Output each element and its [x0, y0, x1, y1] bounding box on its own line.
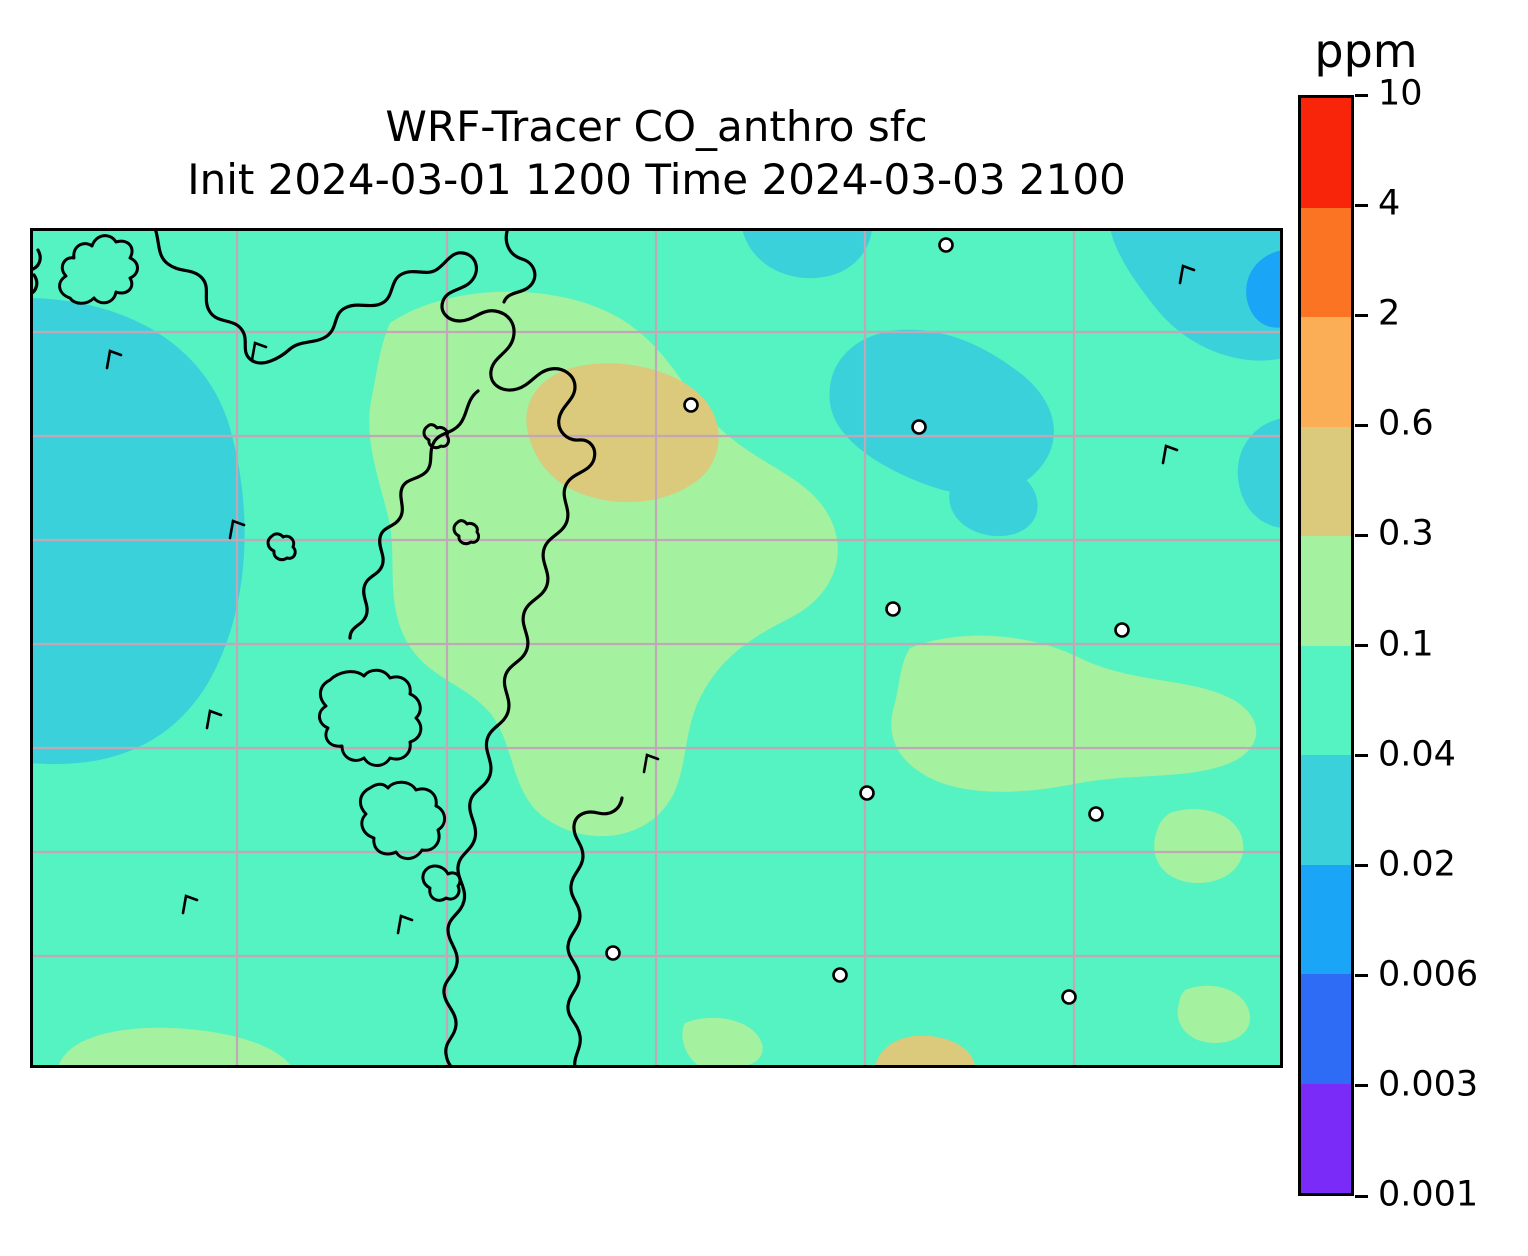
wind-barb-icon: [250, 341, 268, 362]
island-coastline: [318, 668, 423, 767]
contour-patch-upper-right-002-004: [829, 329, 1054, 495]
colorbar-tick: [1355, 423, 1368, 427]
contour-patch-center-01-03: [369, 291, 838, 837]
wind-barb-icon: [396, 914, 414, 935]
colorbar-units-label: ppm: [1314, 24, 1418, 78]
colorbar-tick-label: 0.04: [1378, 733, 1456, 774]
contour-patch-right-01-03: [1154, 809, 1244, 883]
wind-barb-icon: [1161, 444, 1179, 465]
island-coastline: [266, 532, 297, 562]
colorbar-tick: [1355, 644, 1368, 647]
wind-barb-icon: [181, 894, 199, 915]
map-panel: [30, 228, 1283, 1068]
station-marker: [938, 237, 954, 253]
island-coastline: [452, 519, 481, 546]
colorbar-tick: [1355, 203, 1368, 207]
plot-title-line1: WRF-Tracer CO_anthro sfc: [385, 102, 928, 151]
colorbar-tick: [1355, 1194, 1368, 1198]
station-marker: [859, 785, 875, 801]
island-coastline: [58, 234, 139, 305]
colorbar-tick-label: 0.6: [1378, 403, 1434, 444]
plot-title: WRF-Tracer CO_anthro sfc Init 2024-03-01…: [30, 100, 1283, 206]
colorbar-tick-label: 4: [1378, 183, 1401, 224]
contour-patch-plume-core-03-06: [526, 363, 719, 503]
colorbar-band-8: [1301, 974, 1351, 1084]
colorbar-tick-label: 0.3: [1378, 513, 1434, 554]
island-coastline: [422, 423, 451, 450]
colorbar: [1298, 95, 1354, 1196]
colorbar-band-5: [1301, 645, 1351, 755]
colorbar-band-4: [1301, 536, 1351, 646]
colorbar-tick: [1355, 313, 1368, 317]
colorbar-tick: [1355, 754, 1368, 758]
wind-barb-icon: [105, 349, 123, 370]
colorbar-band-1: [1301, 207, 1351, 317]
contour-patch-bottom-right-01-03: [1177, 985, 1251, 1043]
contour-patch-corner-spot-0006-002: [1246, 250, 1283, 328]
coastline: [348, 389, 480, 640]
colorbar-band-0: [1301, 98, 1351, 208]
colorbar-band-2: [1301, 317, 1351, 427]
wind-barb-icon: [228, 519, 246, 540]
station-marker: [911, 419, 927, 435]
wind-barb-icon: [205, 709, 223, 730]
colorbar-tick-label: 0.006: [1378, 954, 1479, 995]
contour-patch-upper-right-lobe-002-004: [949, 464, 1038, 537]
colorbar-tick-label: 2: [1378, 293, 1401, 334]
station-marker: [683, 397, 699, 413]
colorbar-tick-label: 0.1: [1378, 623, 1434, 664]
contour-patch-top-center-002-004: [742, 228, 872, 279]
island-coastline: [359, 780, 446, 860]
contour-patch-right-edge-002-004: [1237, 418, 1283, 528]
contour-patch-bottom-center-01-03: [682, 1017, 763, 1068]
island-coastline: [421, 864, 462, 902]
colorbar-tick: [1355, 974, 1368, 978]
colorbar-band-6: [1301, 755, 1351, 865]
station-marker: [1088, 806, 1104, 822]
wind-barb-icon: [1178, 264, 1196, 285]
colorbar-tick: [1355, 1084, 1368, 1088]
colorbar-band-3: [1301, 426, 1351, 536]
colorbar-tick-label: 0.001: [1378, 1174, 1479, 1215]
colorbar-tick-label: 10: [1378, 73, 1423, 114]
station-marker: [832, 967, 848, 983]
map-frame: [30, 228, 1283, 1068]
contour-patch-bottom-spot-03-06: [875, 1035, 975, 1068]
coastline: [153, 228, 597, 1068]
coastline: [502, 228, 537, 304]
station-marker: [1114, 622, 1130, 638]
coastline: [566, 796, 624, 1068]
colorbar-tick: [1355, 93, 1368, 97]
colorbar-tick-label: 0.003: [1378, 1064, 1479, 1105]
contour-patch-top-right-corner-002-004: [1110, 228, 1283, 361]
contour-patch-offshore-west-002-004: [30, 298, 245, 765]
colorbar-band-9: [1301, 1083, 1351, 1193]
plot-title-line2: Init 2024-03-01 1200 Time 2024-03-03 210…: [187, 155, 1126, 204]
station-marker: [1061, 989, 1077, 1005]
colorbar-tick: [1355, 864, 1368, 868]
station-marker: [885, 601, 901, 617]
colorbar-band-7: [1301, 864, 1351, 974]
colorbar-tick: [1355, 533, 1368, 537]
colorbar-tick-label: 0.02: [1378, 844, 1456, 885]
wind-barb-icon: [642, 753, 660, 774]
station-marker: [605, 945, 621, 961]
contour-patch-bottom-left-01-03: [58, 1027, 292, 1068]
